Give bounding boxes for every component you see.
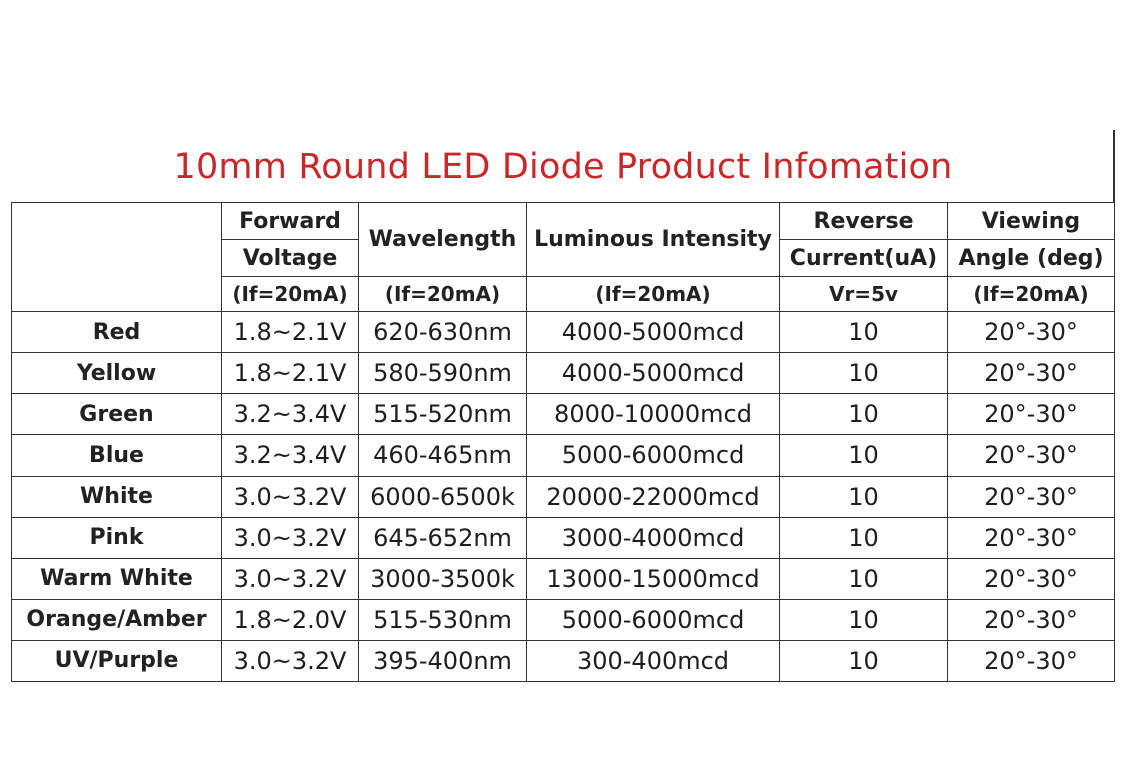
led-color-name: Warm White	[11, 557, 222, 600]
wavelength-cell: 515-530nm	[358, 598, 527, 641]
forward-voltage-cell: 3.0~3.2V	[221, 557, 359, 600]
luminous-intensity-cell: 3000-4000mcd	[526, 516, 780, 559]
luminous-intensity-cell: 20000-22000mcd	[526, 475, 780, 518]
reverse-current-cell: 10	[779, 475, 948, 518]
viewing-angle-cell: 20°-30°	[947, 393, 1115, 436]
table-frame-edge	[1113, 130, 1115, 202]
header-viewing-top: Viewing	[947, 201, 1115, 241]
table-row: Pink 3.0~3.2V 645-652nm 3000-4000mcd 10 …	[11, 516, 1115, 559]
header-forward-condition: (If=20mA)	[221, 276, 359, 313]
viewing-angle-cell: 20°-30°	[947, 311, 1115, 354]
led-color-name: Red	[11, 311, 222, 354]
wavelength-cell: 3000-3500k	[358, 557, 527, 600]
forward-voltage-cell: 3.2~3.4V	[221, 434, 359, 477]
header-luminous-intensity: Luminous Intensity	[526, 201, 780, 278]
forward-voltage-cell: 3.0~3.2V	[221, 516, 359, 559]
header-reverse-condition: Vr=5v	[779, 276, 948, 313]
header-reverse-mid: Current(uA)	[779, 239, 948, 278]
led-color-name: Blue	[11, 434, 222, 477]
header-reverse-top: Reverse	[779, 201, 948, 241]
reverse-current-cell: 10	[779, 639, 948, 683]
viewing-angle-cell: 20°-30°	[947, 352, 1115, 395]
forward-voltage-cell: 3.2~3.4V	[221, 393, 359, 436]
header-viewing-condition: (If=20mA)	[947, 276, 1115, 313]
reverse-current-cell: 10	[779, 598, 948, 641]
header-forward-mid: Voltage	[221, 239, 359, 278]
luminous-intensity-cell: 4000-5000mcd	[526, 352, 780, 395]
reverse-current-cell: 10	[779, 516, 948, 559]
viewing-angle-cell: 20°-30°	[947, 516, 1115, 559]
table-row: UV/Purple 3.0~3.2V 395-400nm 300-400mcd …	[11, 639, 1115, 683]
viewing-angle-cell: 20°-30°	[947, 475, 1115, 518]
luminous-intensity-cell: 8000-10000mcd	[526, 393, 780, 436]
table-row: Warm White 3.0~3.2V 3000-3500k 13000-150…	[11, 557, 1115, 600]
reverse-current-cell: 10	[779, 352, 948, 395]
table-row: Green 3.2~3.4V 515-520nm 8000-10000mcd 1…	[11, 393, 1115, 436]
wavelength-cell: 620-630nm	[358, 311, 527, 354]
header-forward-top: Forward	[221, 201, 359, 241]
led-color-name: Green	[11, 393, 222, 436]
viewing-angle-cell: 20°-30°	[947, 639, 1115, 683]
led-spec-table: Forward Wavelength Luminous Intensity Re…	[11, 201, 1115, 683]
led-color-name: Pink	[11, 516, 222, 559]
led-color-name: Yellow	[11, 352, 222, 395]
forward-voltage-cell: 3.0~3.2V	[221, 475, 359, 518]
header-wavelength-condition: (If=20mA)	[358, 276, 527, 313]
reverse-current-cell: 10	[779, 434, 948, 477]
header-corner-cell	[11, 201, 222, 313]
luminous-intensity-cell: 13000-15000mcd	[526, 557, 780, 600]
wavelength-cell: 6000-6500k	[358, 475, 527, 518]
forward-voltage-cell: 1.8~2.0V	[221, 598, 359, 641]
table-row: White 3.0~3.2V 6000-6500k 20000-22000mcd…	[11, 475, 1115, 518]
viewing-angle-cell: 20°-30°	[947, 557, 1115, 600]
forward-voltage-cell: 1.8~2.1V	[221, 311, 359, 354]
led-color-name: Orange/Amber	[11, 598, 222, 641]
forward-voltage-cell: 1.8~2.1V	[221, 352, 359, 395]
header-wavelength: Wavelength	[358, 201, 527, 278]
wavelength-cell: 460-465nm	[358, 434, 527, 477]
table-row: Red 1.8~2.1V 620-630nm 4000-5000mcd 10 2…	[11, 311, 1115, 354]
table-row: Yellow 1.8~2.1V 580-590nm 4000-5000mcd 1…	[11, 352, 1115, 395]
luminous-intensity-cell: 5000-6000mcd	[526, 598, 780, 641]
luminous-intensity-cell: 300-400mcd	[526, 639, 780, 683]
viewing-angle-cell: 20°-30°	[947, 598, 1115, 641]
header-luminous-condition: (If=20mA)	[526, 276, 780, 313]
luminous-intensity-cell: 4000-5000mcd	[526, 311, 780, 354]
wavelength-cell: 395-400nm	[358, 639, 527, 683]
wavelength-cell: 515-520nm	[358, 393, 527, 436]
led-color-name: White	[11, 475, 222, 518]
header-row-mid: Voltage Current(uA) Angle (deg)	[12, 239, 1115, 278]
table-row: Blue 3.2~3.4V 460-465nm 5000-6000mcd 10 …	[11, 434, 1115, 477]
forward-voltage-cell: 3.0~3.2V	[221, 639, 359, 683]
led-color-name: UV/Purple	[11, 639, 222, 683]
header-row-top: Forward Wavelength Luminous Intensity Re…	[11, 201, 1115, 313]
reverse-current-cell: 10	[779, 557, 948, 600]
wavelength-cell: 580-590nm	[358, 352, 527, 395]
viewing-angle-cell: 20°-30°	[947, 434, 1115, 477]
header-viewing-mid: Angle (deg)	[947, 239, 1115, 278]
wavelength-cell: 645-652nm	[358, 516, 527, 559]
reverse-current-cell: 10	[779, 311, 948, 354]
luminous-intensity-cell: 5000-6000mcd	[526, 434, 780, 477]
reverse-current-cell: 10	[779, 393, 948, 436]
table-row: Orange/Amber 1.8~2.0V 515-530nm 5000-600…	[11, 598, 1115, 641]
page-title: 10mm Round LED Diode Product Infomation	[173, 147, 953, 187]
